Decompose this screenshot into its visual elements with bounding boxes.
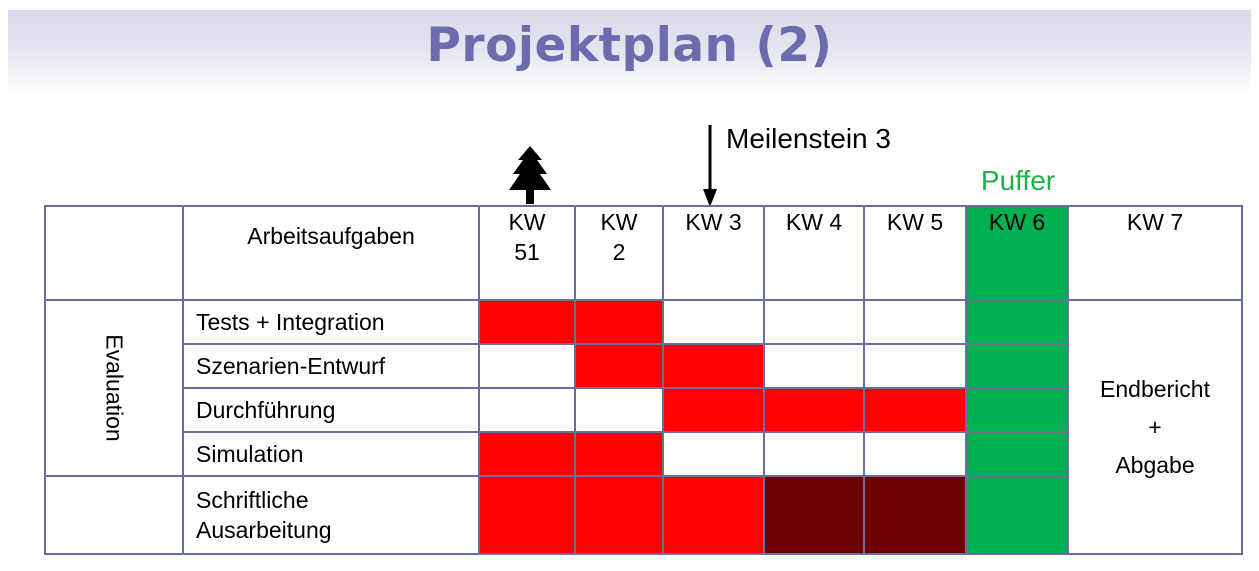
buffer-cell [965,475,1069,555]
week-cell [662,387,765,433]
week-cell [662,343,765,389]
task-row: Simulation [45,431,1242,477]
task-name: Simulation [182,431,480,477]
week-cell [478,431,576,477]
week-cell [574,431,664,477]
week-header: KW 5 [863,205,967,301]
slide-title: Projektplan (2) [426,18,833,73]
week-cell [574,299,664,345]
buffer-label: Puffer [980,165,1056,196]
empty-header-cell [44,205,184,301]
week-cell [863,299,967,345]
week-cell [574,343,664,389]
week-header: KW 2 [574,205,664,301]
week-cell [478,343,576,389]
week-cell [763,299,865,345]
week-cell [478,299,576,345]
week-cell [763,431,865,477]
week-header: KW 7 [1067,205,1243,301]
week-header: KW 3 [662,205,765,301]
task-name: Schriftliche Ausarbeitung [182,475,480,555]
week-cell [763,475,865,555]
task-column-header: Arbeitsaufgaben [182,205,480,301]
project-plan-table: Arbeitsaufgaben KW 51 KW 2 KW 3 KW 4 KW 5 … [44,205,1243,555]
task-name: Szenarien-Entwurf [182,343,480,389]
group-label: Evaluation [101,334,128,442]
milestone-label: Meilenstein 3 [726,123,891,154]
week-header: KW 4 [763,205,865,301]
task-name: Tests + Integration [182,299,480,345]
title-banner [8,10,1251,94]
task-row: Durchführung [45,387,1242,433]
buffer-cell [965,431,1069,477]
empty-group-cell [44,475,184,555]
week-cell [863,343,967,389]
arrow-down-icon [703,125,717,207]
week-cell [662,475,765,555]
group-cell: Evaluation [44,299,184,477]
buffer-cell [965,387,1069,433]
task-row: Szenarien-Entwurf [45,343,1242,389]
tree-icon [509,146,551,204]
kw7-note-cell: Endbericht + Abgabe [1067,299,1243,555]
week-cell [574,475,664,555]
week-cell [574,387,664,433]
task-row: Evaluation Tests + Integration Endberich… [44,299,1243,555]
header-row: Arbeitsaufgaben KW 51 KW 2 KW 3 KW 4 KW 5 … [44,205,1243,301]
week-cell [662,431,765,477]
week-header: KW 51 [478,205,576,301]
task-name: Durchführung [182,387,480,433]
week-cell [763,343,865,389]
buffer-cell [965,299,1069,345]
week-header-buffer: KW 6 [965,205,1069,301]
week-cell [478,475,576,555]
week-cell [863,475,967,555]
week-cell [478,387,576,433]
week-cell [863,431,967,477]
buffer-cell [965,343,1069,389]
week-cell [662,299,765,345]
week-cell [863,387,967,433]
week-cell [763,387,865,433]
task-row: Schriftliche Ausarbeitung [44,475,1242,555]
